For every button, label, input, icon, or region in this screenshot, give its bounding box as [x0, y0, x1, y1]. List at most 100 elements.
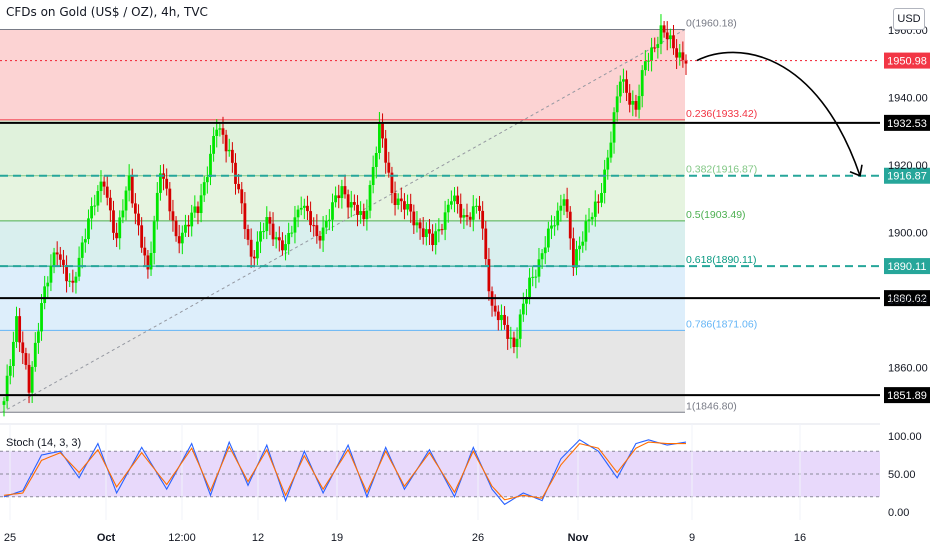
candle — [390, 166, 394, 204]
candle-body — [180, 232, 184, 244]
candle — [227, 138, 231, 157]
candle-body — [459, 204, 463, 218]
candle — [284, 234, 287, 261]
candle-body — [11, 341, 15, 367]
candle-body — [678, 52, 682, 58]
candle-body — [356, 204, 359, 215]
candle-body — [284, 244, 287, 251]
candle — [637, 84, 641, 119]
candle-body — [146, 255, 150, 270]
candle — [309, 201, 312, 233]
candle — [484, 220, 488, 266]
level-tag-0 — [884, 114, 930, 131]
time-tick-label: 9 — [689, 532, 695, 544]
candle — [221, 116, 225, 144]
candle — [640, 65, 644, 108]
candle-body — [412, 211, 416, 226]
candle-body — [406, 204, 409, 210]
time-tick-label: Oct — [97, 532, 116, 544]
candle-body — [306, 205, 309, 212]
candle-body — [309, 211, 312, 226]
candle — [99, 170, 103, 203]
candle-body — [384, 138, 388, 163]
candle-body — [62, 259, 65, 266]
candle-body — [453, 195, 456, 202]
candle-body — [18, 316, 22, 343]
candle-body — [518, 314, 522, 339]
candle — [74, 271, 78, 294]
candle-body — [396, 198, 400, 205]
candle-body — [52, 252, 56, 266]
fib-label-0.786: 0.786(1871.06) — [686, 318, 757, 330]
candle — [424, 222, 428, 246]
fib-label-0.618: 0.618(1890.11) — [686, 254, 756, 266]
candle — [553, 216, 557, 236]
candle — [496, 305, 500, 331]
candle-body — [249, 239, 253, 257]
candle — [43, 275, 47, 310]
candle-body — [281, 240, 284, 251]
candle-body — [327, 219, 331, 221]
projection-arrowhead — [849, 164, 863, 177]
candle — [102, 176, 106, 195]
candle — [174, 216, 178, 242]
candle — [668, 28, 672, 49]
candle — [575, 240, 578, 276]
candle-body — [593, 201, 597, 217]
candle — [337, 184, 341, 209]
candle — [612, 107, 616, 154]
candle — [534, 269, 538, 289]
candle — [327, 209, 331, 231]
candle — [331, 193, 334, 231]
candle-body — [446, 204, 450, 213]
last-price-label: 1950.98 — [887, 56, 927, 68]
candle-body — [68, 280, 72, 282]
stoch-tick-label: 100.00 — [888, 431, 922, 443]
candle — [46, 276, 50, 298]
level-tag-1 — [884, 167, 930, 184]
candle-body — [562, 199, 566, 206]
candle-body — [503, 314, 506, 325]
candle — [365, 199, 369, 231]
currency-button[interactable]: USD — [893, 8, 925, 30]
stoch-lines — [3, 439, 687, 506]
price-tick-label: 1880.00 — [888, 295, 928, 307]
candle — [568, 206, 572, 250]
candle-body — [409, 204, 413, 212]
candle — [306, 195, 309, 221]
candle-body — [174, 220, 178, 237]
candle-body — [155, 192, 159, 222]
candle — [406, 194, 409, 216]
candle-body — [493, 305, 497, 312]
candle-body — [252, 256, 256, 259]
projection-arrow — [696, 51, 863, 177]
candle — [21, 331, 25, 365]
candle-body — [531, 276, 535, 278]
candle — [653, 37, 657, 53]
candle — [571, 227, 575, 276]
candle — [230, 142, 234, 173]
level-tag-2 — [884, 258, 930, 275]
candle-body — [40, 303, 43, 332]
candle — [449, 190, 453, 210]
candle — [578, 236, 582, 261]
candle-body — [83, 239, 87, 243]
candle-body — [30, 366, 34, 393]
candle — [656, 36, 660, 59]
candle-body — [234, 162, 237, 184]
candle — [108, 189, 112, 222]
candle — [462, 208, 466, 229]
candle-body — [668, 35, 672, 40]
candle — [146, 249, 150, 279]
candle-body — [209, 153, 212, 178]
candle — [115, 222, 119, 248]
candle — [240, 182, 244, 214]
candle — [421, 217, 425, 245]
candle-body — [149, 252, 153, 270]
candle — [121, 199, 125, 224]
candle-body — [471, 206, 475, 220]
stoch-line-pct-d — [3, 441, 686, 501]
candle-body — [196, 206, 200, 214]
